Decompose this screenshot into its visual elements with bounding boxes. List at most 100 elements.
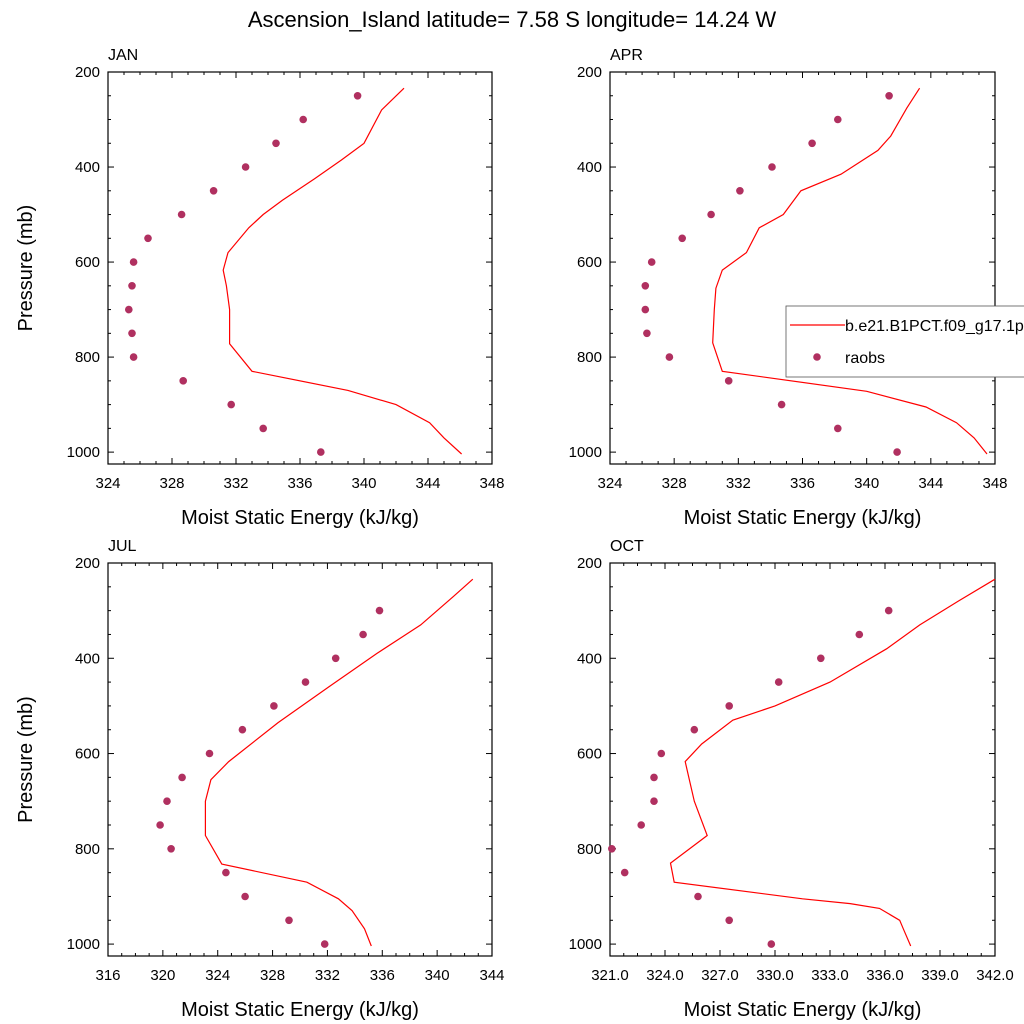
x-tick-label: 340 [425,967,450,984]
raobs-point [144,234,152,243]
y-tick-label: 800 [75,349,100,366]
raobs-point [777,400,786,409]
plot-frame [107,71,493,465]
raobs-point [331,654,340,663]
legend-model-label: b.e21.B1PCT.f09_g17.1pctCO2-gis.001_v2 [845,318,1024,335]
legend-marker-swatch [813,353,821,361]
x-tick-label: 332 [223,475,248,492]
x-tick-label: 336.0 [866,967,904,984]
raobs-point [156,821,164,829]
raobs-point [359,630,367,639]
x-tick-label: 344 [918,475,943,492]
x-tick-label: 327.0 [701,967,739,984]
y-tick-label: 400 [75,159,100,176]
x-tick-label: 324 [205,967,230,984]
panel-label: APR [610,47,643,64]
x-axis-label: Moist Static Energy (kJ/kg) [684,999,922,1021]
raobs-point [353,92,362,100]
raobs-point [209,187,218,195]
panel-oct: OCT 321.0 324.0 327.0 330.0 333.0 336.0 339.0 34… [569,538,1014,1021]
x-tick-label: 336 [790,475,815,492]
y-tick-label: 200 [577,64,602,81]
legend: b.e21.B1PCT.f09_g17.1pctCO2-gis.001_v2ra… [785,305,1024,378]
raobs-point [641,305,650,314]
raobs-point [725,702,733,710]
raobs-point [272,139,280,148]
y-tick-label: 1000 [67,444,100,461]
raobs-point [650,797,658,805]
raobs-point [259,424,268,433]
y-tick-label: 600 [75,746,100,763]
raobs-point [129,353,138,361]
raobs-point [238,725,247,734]
x-tick-label: 328 [662,475,687,492]
x-tick-label: 324 [597,475,622,492]
model-profile-line [669,578,996,947]
raobs-point [774,678,783,686]
x-tick-label: 344 [415,475,440,492]
x-axis-label: Moist Static Energy (kJ/kg) [181,507,419,529]
raobs-point [608,845,616,853]
y-tick-label: 600 [75,254,100,271]
raobs-point [128,282,136,290]
raobs-point [647,258,656,266]
x-tick-label: 336 [370,967,395,984]
panel-apr: APR 324 328 332 336 340 344 348 200 400 600 800 1000… [569,47,1008,529]
y-tick-label: 400 [577,159,602,176]
y-tick-label: 400 [577,650,602,667]
x-tick-label: 320 [150,967,175,984]
plot-frame [609,562,996,957]
raobs-point [270,702,278,710]
raobs-point [241,163,250,171]
raobs-point [178,773,186,782]
y-tick-label: 1000 [569,936,602,953]
raobs-point [690,725,699,734]
raobs-point [205,749,214,758]
y-tick-label: 1000 [67,936,100,953]
panel-label: OCT [610,538,644,555]
x-axis-label: Moist Static Energy (kJ/kg) [684,507,922,529]
model-profile-line [712,87,988,455]
y-tick-label: 800 [75,841,100,858]
panel-label: JUL [108,538,137,555]
raobs-point [736,187,744,195]
raobs-point [768,163,776,171]
raobs-point [834,424,842,433]
model-profile-line [222,87,463,455]
raobs-point [375,606,384,615]
raobs-point [222,868,230,877]
raobs-point [657,749,666,758]
x-tick-label: 344 [479,967,504,984]
x-tick-label: 336 [287,475,312,492]
raobs-point [855,630,864,639]
x-tick-label: 330.0 [756,967,794,984]
x-tick-label: 324 [95,475,120,492]
model-profile-line [204,578,474,947]
x-tick-label: 321.0 [591,967,629,984]
y-axis-label: Pressure (mb) [15,205,37,332]
raobs-point [678,234,686,243]
raobs-point [817,654,825,663]
x-tick-label: 332 [726,475,751,492]
raobs-point [725,916,733,925]
raobs-point [299,115,308,124]
raobs-point [167,845,175,853]
raobs-point [643,329,651,338]
raobs-point [665,353,674,361]
raobs-point [650,773,658,782]
x-tick-label: 332 [315,967,340,984]
y-tick-label: 600 [577,254,602,271]
x-tick-label: 348 [479,475,504,492]
raobs-point [620,868,629,877]
y-tick-label: 800 [577,841,602,858]
raobs-point [694,892,702,901]
raobs-point [724,377,733,385]
raobs-point [241,892,249,901]
raobs-point [767,940,776,948]
raobs-point [129,258,138,266]
raobs-point [128,329,136,338]
x-tick-label: 340 [854,475,879,492]
x-tick-label: 333.0 [811,967,849,984]
x-axis-label: Moist Static Energy (kJ/kg) [181,999,419,1021]
